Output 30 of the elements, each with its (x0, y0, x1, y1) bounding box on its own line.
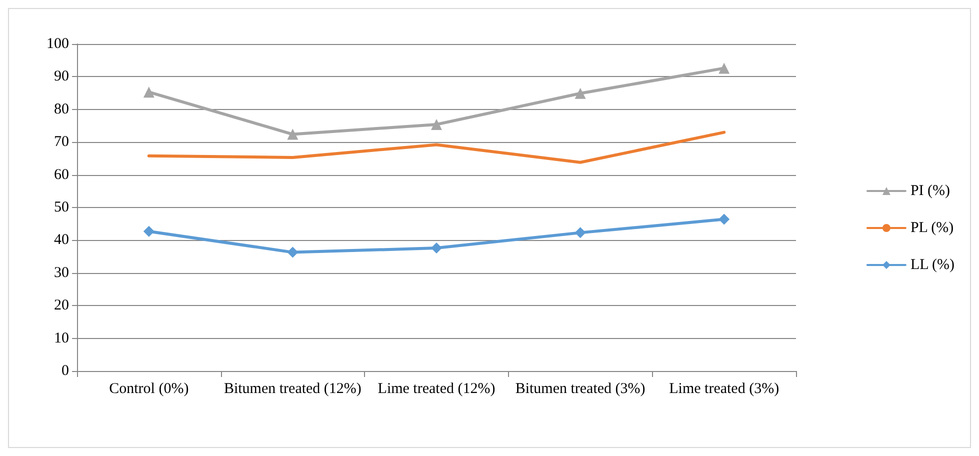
point (431, 118, 442, 130)
point (143, 86, 154, 98)
y-tick-label: 70 (54, 134, 69, 150)
legend-label: PL (%) (910, 220, 954, 236)
y-tick-label: 20 (54, 298, 69, 314)
point (574, 88, 586, 99)
legend-label: LL (%) (910, 257, 954, 273)
point (574, 227, 586, 238)
y-tick-label: 30 (54, 264, 69, 281)
legend-label: PI (%) (910, 183, 950, 199)
x-tick-label: Lime treated (12%) (378, 381, 496, 397)
point (287, 246, 298, 258)
y-tick-label: 80 (54, 101, 69, 118)
x-tick-label: Bitumen treated (3%) (515, 381, 646, 397)
point (718, 214, 730, 225)
y-tick-label: 0 (62, 363, 69, 379)
y-tick-label: 60 (54, 166, 69, 183)
y-tick-label: 50 (54, 200, 69, 216)
point (143, 226, 154, 237)
y-tick-label: 10 (54, 330, 69, 346)
x-tick-label: Control (0%) (109, 381, 189, 397)
point (718, 62, 730, 74)
x-tick-label: Lime treated (3%) (669, 381, 780, 397)
point (431, 242, 442, 254)
y-tick-label: 90 (54, 68, 69, 85)
y-tick-label: 40 (54, 232, 69, 248)
line-series (147, 130, 726, 164)
y-tick-label: 100 (46, 36, 69, 52)
x-tick-label: Bitumen treated (12%) (224, 381, 362, 397)
point (287, 128, 298, 140)
